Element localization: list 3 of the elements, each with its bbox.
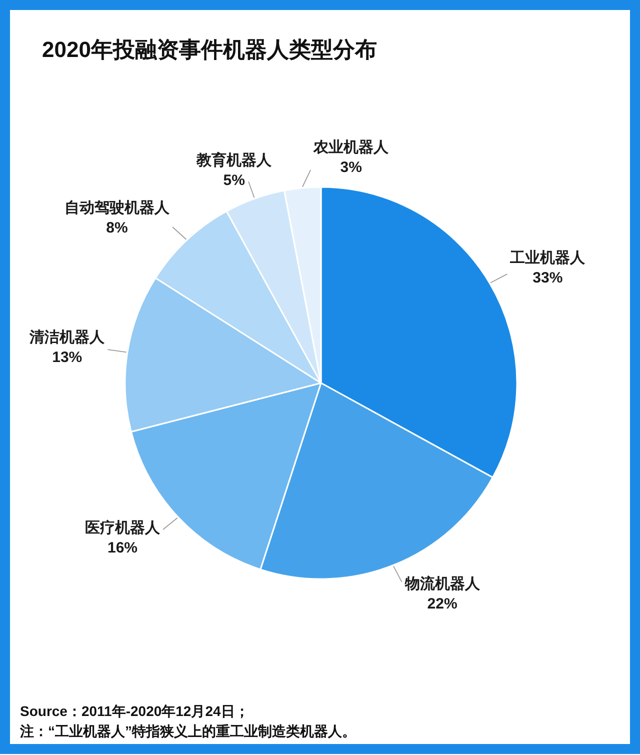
title: 2020年投融资事件机器人类型分布 xyxy=(42,37,377,62)
annotation: Source：2011年-2020年12月24日； xyxy=(20,703,249,719)
annotation: 注：“工业机器人”特指狭义上的重工业制造类机器人。 xyxy=(20,723,356,739)
